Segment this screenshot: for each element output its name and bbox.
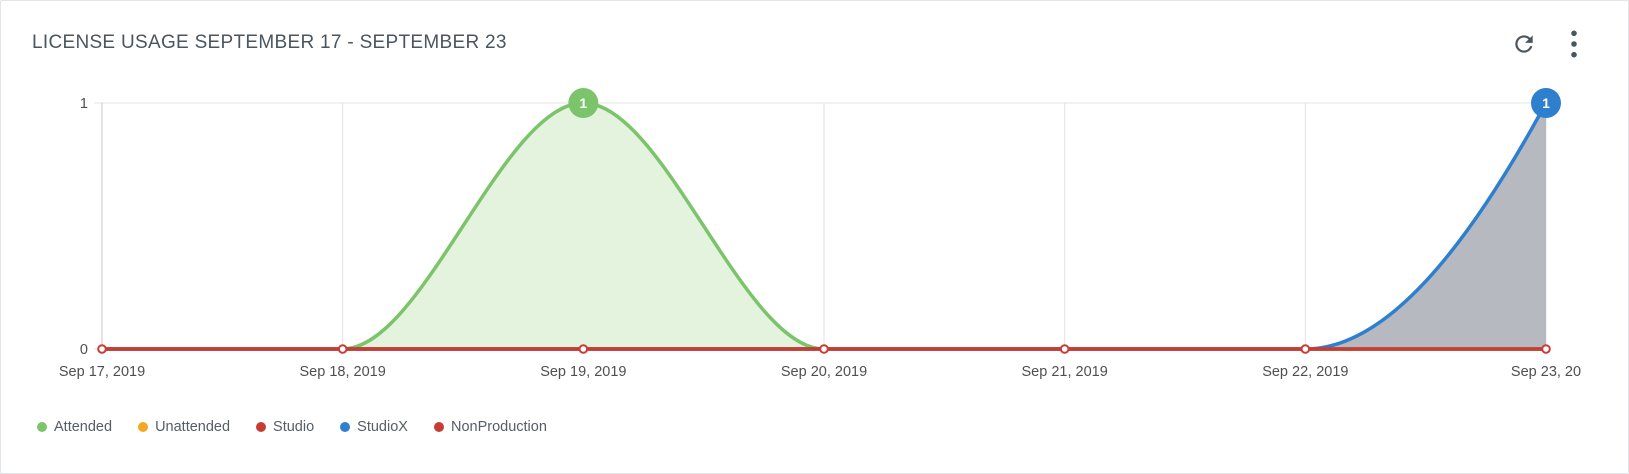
- chart-legend: Attended Unattended Studio StudioX NonProduc…: [37, 419, 573, 435]
- more-vertical-icon: [1571, 30, 1577, 58]
- point-marker: [1059, 344, 1070, 354]
- y-tick-label: 1: [80, 96, 88, 112]
- legend-item-attended[interactable]: Attended: [37, 419, 112, 435]
- x-tick-label: Sep 21, 2019: [1022, 364, 1108, 380]
- point-marker: [578, 344, 589, 354]
- legend-dot: [138, 422, 149, 432]
- chart-title: LICENSE USAGE SEPTEMBER 17 - SEPTEMBER 2…: [32, 32, 507, 53]
- legend-dot: [340, 422, 351, 432]
- area-attended: [102, 103, 1546, 349]
- legend-label: Studio: [273, 419, 315, 435]
- legend-item-studio[interactable]: Studio: [256, 419, 314, 435]
- legend-label: NonProduction: [450, 419, 547, 435]
- data-label: 1: [579, 95, 587, 111]
- legend-label: Attended: [54, 419, 113, 435]
- point-marker: [1300, 344, 1311, 354]
- x-tick-label: Sep 18, 2019: [300, 364, 386, 380]
- data-label: 1: [1542, 95, 1550, 111]
- more-options-button[interactable]: [1557, 27, 1591, 61]
- legend-dot: [37, 422, 47, 432]
- point-marker: [1541, 344, 1551, 354]
- point-marker: [819, 344, 829, 354]
- point-marker: [337, 344, 348, 354]
- legend-dot: [256, 422, 267, 432]
- legend-item-unattended[interactable]: Unattended: [138, 419, 230, 435]
- y-tick-label: 0: [80, 342, 88, 358]
- x-tick-label: Sep 17, 2019: [59, 364, 145, 380]
- legend-item-nonproduction[interactable]: NonProduction: [433, 419, 547, 435]
- data-label-badge: [1531, 88, 1561, 118]
- x-tick-label: Sep 20, 2019: [781, 364, 867, 380]
- license-usage-chart: Sep 17, 2019 Sep 18, 2019 Sep 19, 2019 Sep …: [59, 88, 1581, 380]
- data-label-badge: [568, 88, 599, 118]
- point-marker: [97, 344, 107, 354]
- x-tick-label: Sep 22, 2019: [1262, 364, 1348, 380]
- legend-item-studiox[interactable]: StudioX: [340, 419, 408, 435]
- legend-label: StudioX: [357, 419, 408, 435]
- x-tick-label: Sep 19, 2019: [540, 364, 626, 380]
- legend-dot: [433, 422, 444, 432]
- legend-label: Unattended: [155, 419, 231, 435]
- area-studiox: [102, 103, 1546, 349]
- x-tick-label: Sep 23, 20: [1511, 364, 1581, 380]
